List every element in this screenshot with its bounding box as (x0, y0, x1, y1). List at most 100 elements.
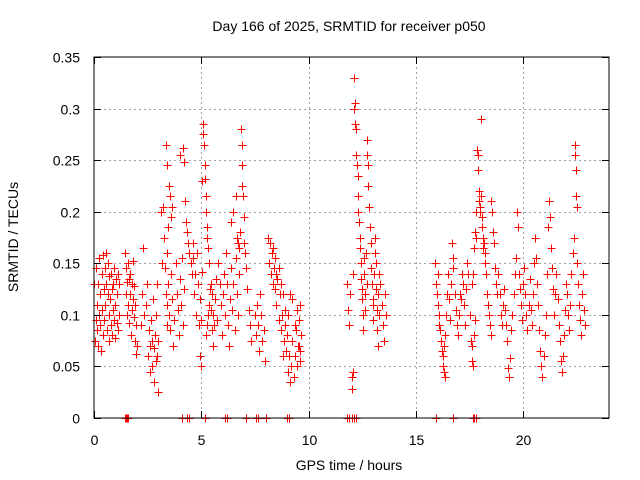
data-point (448, 239, 457, 248)
data-point (475, 197, 484, 206)
data-point (137, 321, 146, 330)
data-point (474, 151, 483, 160)
data-point (296, 301, 305, 310)
data-point (98, 306, 107, 315)
data-point (367, 239, 376, 248)
data-point (122, 264, 131, 273)
data-point (463, 259, 472, 268)
data-point (241, 249, 250, 258)
y-axis-label: SRMTID / TECUs (5, 182, 21, 292)
data-point (153, 280, 162, 289)
x-tick-label: 5 (198, 432, 206, 448)
data-point (479, 244, 488, 253)
data-point (127, 331, 136, 340)
data-point (356, 244, 365, 253)
data-point (452, 306, 461, 315)
data-point (449, 254, 458, 263)
data-point (478, 223, 487, 232)
data-point (295, 342, 304, 351)
data-point (381, 290, 390, 299)
data-point (548, 264, 557, 273)
data-point (179, 321, 188, 330)
data-point (142, 301, 151, 310)
data-point (470, 331, 479, 340)
data-point (132, 350, 141, 359)
data-point (208, 326, 217, 335)
data-point (101, 264, 110, 273)
data-point (544, 223, 553, 232)
data-points (90, 74, 590, 423)
data-point (115, 280, 124, 289)
data-point (353, 161, 362, 170)
x-axis-label: GPS time / hours (296, 457, 403, 473)
data-point (112, 275, 121, 284)
data-point (146, 342, 155, 351)
data-point (504, 364, 513, 373)
data-point (284, 368, 293, 377)
data-point (438, 347, 447, 356)
data-point (189, 254, 198, 263)
data-point (434, 270, 443, 279)
data-point (208, 290, 217, 299)
data-point (496, 290, 505, 299)
data-point (200, 141, 209, 150)
axis-ticks (94, 57, 609, 419)
data-point (133, 342, 142, 351)
data-point (372, 259, 381, 268)
data-point (201, 175, 210, 184)
data-point (261, 357, 270, 366)
data-point (288, 337, 297, 346)
data-point (571, 141, 580, 150)
data-point (489, 228, 498, 237)
data-point (462, 285, 471, 294)
data-point (273, 275, 282, 284)
data-point (352, 151, 361, 160)
data-point (169, 342, 178, 351)
data-point (502, 321, 511, 330)
data-point (196, 295, 205, 304)
data-point (481, 249, 490, 258)
data-point (471, 228, 480, 237)
data-point (123, 311, 132, 320)
data-point (265, 259, 274, 268)
data-point (174, 306, 183, 315)
data-point (226, 295, 235, 304)
data-point (469, 362, 478, 371)
data-point (234, 311, 243, 320)
data-point (206, 285, 215, 294)
data-point (129, 295, 138, 304)
data-point (374, 342, 383, 351)
data-point (176, 275, 185, 284)
data-point (474, 166, 483, 175)
data-point (576, 316, 585, 325)
data-point (547, 244, 556, 253)
data-point (351, 99, 360, 108)
data-point (506, 354, 515, 363)
data-point (364, 161, 373, 170)
data-point (105, 337, 114, 346)
data-point (346, 290, 355, 299)
data-point (542, 311, 551, 320)
data-point (130, 313, 139, 322)
data-point (540, 352, 549, 361)
data-point (205, 259, 214, 268)
data-point (483, 290, 492, 299)
data-point (500, 285, 509, 294)
data-point (256, 290, 265, 299)
data-point (225, 342, 234, 351)
data-point (541, 331, 550, 340)
data-point (147, 316, 156, 325)
data-point (435, 311, 444, 320)
data-point (107, 321, 116, 330)
data-point (268, 249, 277, 258)
data-point (111, 301, 120, 310)
data-point (554, 295, 563, 304)
data-point (189, 239, 198, 248)
data-point (486, 321, 495, 330)
data-point (536, 347, 545, 356)
data-point (359, 326, 368, 335)
data-point (435, 321, 444, 330)
data-point (439, 352, 448, 361)
data-point (487, 331, 496, 340)
data-point (125, 319, 134, 328)
